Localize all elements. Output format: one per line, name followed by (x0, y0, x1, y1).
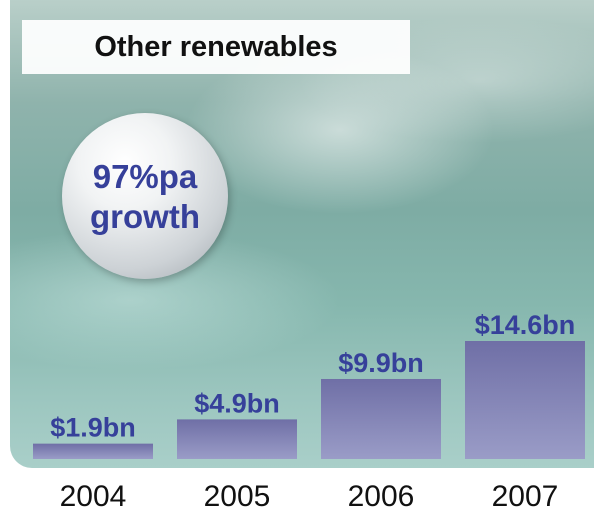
x-tick-label-2006: 2006 (348, 480, 415, 513)
data-label-2004: $1.9bn (50, 413, 136, 443)
bar-2007 (465, 341, 585, 459)
data-label-2007: $14.6bn (475, 310, 576, 340)
growth-label: growth (90, 198, 200, 235)
chart-title: Other renewables (94, 31, 338, 63)
bar-2005 (177, 419, 297, 459)
bar-2004 (33, 443, 153, 459)
x-tick-label-2007: 2007 (492, 480, 559, 513)
title-box: Other renewables (22, 20, 410, 74)
growth-rate: 97%pa (92, 158, 198, 195)
data-label-2005: $4.9bn (194, 388, 280, 418)
growth-bubble: 97%pa growth (62, 113, 228, 279)
data-label-2006: $9.9bn (338, 348, 424, 378)
x-tick-label-2004: 2004 (60, 480, 127, 513)
x-tick-label-2005: 2005 (204, 480, 271, 513)
bar-2006 (321, 378, 441, 459)
growth-bubble-text: 97%pa growth (62, 157, 228, 237)
